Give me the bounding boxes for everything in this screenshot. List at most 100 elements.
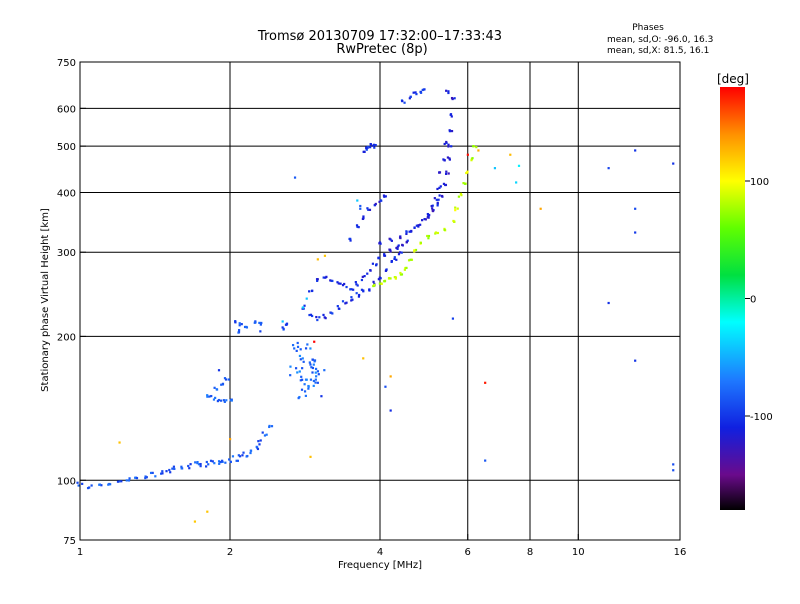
echo-point (363, 150, 366, 154)
echo-point (448, 129, 451, 132)
echo-point (443, 159, 446, 162)
echo-point (341, 300, 345, 303)
echo-point (311, 371, 314, 374)
echo-point (296, 371, 299, 374)
echo-point (405, 240, 408, 243)
echo-point (294, 367, 298, 370)
echo-point (417, 225, 420, 228)
echo-point (165, 470, 168, 473)
echo-point (336, 281, 339, 284)
echo-point (350, 296, 353, 299)
echo-point (450, 115, 453, 118)
echo-point (350, 288, 353, 291)
colorbar-tick-label: 0 (750, 295, 756, 306)
echo-point (127, 479, 131, 482)
echo-point (281, 320, 284, 323)
echo-point (436, 231, 439, 235)
echo-point (372, 143, 376, 146)
echo-point (634, 149, 637, 152)
echo-point (238, 324, 241, 327)
echo-point (219, 399, 223, 402)
echo-point (172, 465, 176, 468)
echo-point (307, 387, 310, 390)
echo-point (301, 367, 304, 370)
echo-point (415, 93, 418, 96)
echo-point (309, 378, 313, 381)
echo-point (300, 388, 304, 391)
echo-point (383, 195, 386, 198)
echo-point (484, 459, 487, 462)
echo-point (607, 301, 610, 305)
echo-point (194, 461, 197, 464)
echo-point (398, 251, 402, 254)
echo-point (394, 277, 397, 280)
echo-point (379, 242, 382, 245)
echo-point (462, 182, 465, 185)
echo-point (320, 395, 323, 398)
echo-point (396, 247, 399, 250)
echo-point (634, 207, 637, 210)
echo-point (515, 181, 518, 184)
echo-point (351, 298, 354, 301)
echo-point (88, 486, 91, 489)
echo-point (447, 90, 450, 93)
echo-point (237, 454, 240, 457)
echo-point (413, 250, 416, 253)
echo-point (324, 276, 327, 279)
echo-point (234, 321, 237, 324)
echo-point (81, 482, 84, 485)
echo-point (390, 239, 393, 242)
echo-point (408, 97, 411, 100)
echo-point (447, 91, 450, 95)
echo-point (298, 370, 301, 373)
echo-point (457, 195, 460, 198)
echo-point (448, 157, 451, 160)
echo-point (316, 381, 319, 384)
echo-point (437, 198, 440, 201)
echo-point (315, 375, 318, 378)
echo-point (258, 321, 261, 324)
echo-point (459, 192, 462, 195)
echo-point (242, 451, 245, 454)
echo-point (245, 455, 248, 458)
echo-point (343, 282, 346, 286)
echo-point (90, 484, 93, 487)
echo-point (607, 167, 610, 170)
echo-point (389, 238, 392, 241)
echo-point (423, 88, 426, 91)
echo-point (308, 313, 311, 317)
echo-point (316, 258, 319, 261)
echo-point (311, 366, 315, 370)
echo-point (220, 459, 224, 462)
echo-point (358, 293, 361, 297)
echo-point (431, 209, 434, 212)
echo-point (417, 224, 420, 227)
echo-point (307, 385, 310, 388)
x-tick-label: 10 (572, 547, 585, 558)
echo-point (470, 159, 473, 162)
echo-point (374, 264, 378, 267)
echo-point (445, 140, 448, 144)
echo-point (366, 145, 369, 148)
echo-point (249, 449, 252, 452)
x-axis-ticks: 1 2 4 6 8 10 16 (77, 534, 686, 558)
echo-point (316, 279, 319, 283)
echo-point (301, 357, 304, 360)
echo-point (315, 315, 318, 319)
echo-point (312, 384, 315, 387)
echo-point (210, 394, 213, 398)
echo-point (304, 347, 308, 350)
echo-point (316, 370, 319, 373)
echo-point (308, 290, 311, 293)
echo-point (205, 465, 208, 468)
echo-point (151, 471, 154, 474)
echo-point (144, 476, 147, 480)
y-axis-ticks: 75 100 200 300 400 500 600 750 (57, 58, 86, 547)
echo-point (408, 230, 411, 233)
echo-point (180, 467, 183, 470)
echo-point (289, 374, 292, 377)
echo-point (116, 480, 120, 483)
echo-point (454, 206, 457, 209)
echo-point (395, 258, 398, 261)
echo-point (220, 383, 223, 386)
